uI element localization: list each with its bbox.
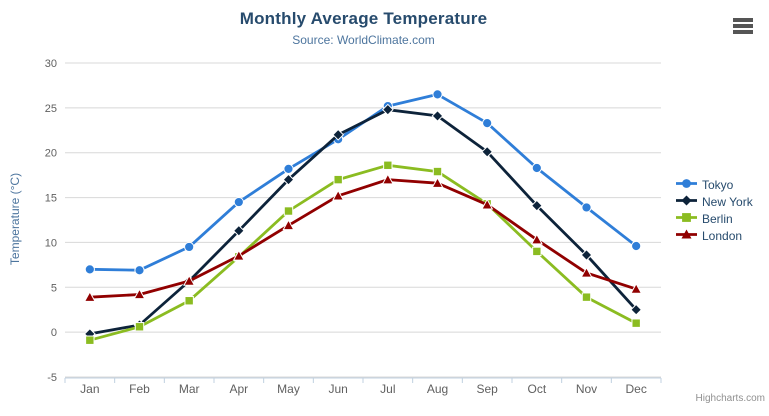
- data-point-marker: [283, 206, 294, 216]
- data-point-marker: [84, 264, 95, 275]
- london-line-marker-icon: [676, 228, 697, 244]
- data-point-marker: [530, 199, 543, 212]
- series-line: [88, 178, 638, 299]
- data-point-marker: [432, 89, 443, 100]
- data-point-marker: [581, 202, 592, 213]
- x-axis-label: Jun: [328, 382, 347, 396]
- x-axis-label: Feb: [129, 382, 150, 396]
- data-point-marker: [381, 173, 394, 185]
- data-point-marker: [333, 174, 343, 185]
- data-point-marker: [184, 296, 194, 306]
- data-point-marker: [83, 290, 96, 302]
- series-london: [83, 173, 643, 302]
- y-axis-label: 30: [45, 58, 57, 70]
- data-point-marker: [332, 128, 345, 141]
- data-point-marker: [383, 160, 393, 170]
- berlin-line-marker-icon: [676, 211, 697, 227]
- data-point-marker: [381, 103, 394, 116]
- legend-label: Tokyo: [702, 177, 734, 192]
- x-axis-label: Apr: [229, 382, 248, 396]
- legend-item-new-york[interactable]: New York: [676, 193, 753, 210]
- data-point-marker: [332, 189, 345, 201]
- y-axis-label: 25: [45, 103, 57, 115]
- y-axis-label: 10: [45, 237, 57, 249]
- y-axis-label: 20: [45, 148, 57, 160]
- x-axis-label: Oct: [527, 382, 546, 396]
- y-axis-label: 0: [51, 327, 57, 339]
- x-axis-label: Mar: [179, 382, 200, 396]
- x-axis-label: Jul: [380, 382, 395, 396]
- chart-subtitle: Source: WorldClimate.com: [292, 33, 435, 47]
- data-point-marker: [282, 173, 295, 186]
- chart-context-menu-button[interactable]: [731, 17, 757, 39]
- y-axis-title: Temperature (°C): [8, 172, 22, 266]
- x-axis-label: Aug: [427, 382, 448, 396]
- data-point-marker: [531, 162, 542, 174]
- x-axis-label: Jan: [80, 382, 99, 396]
- data-point-marker: [183, 274, 196, 286]
- data-point-marker: [630, 282, 643, 294]
- x-axis-label: May: [277, 382, 300, 396]
- data-point-marker: [134, 322, 145, 332]
- data-point-marker: [581, 292, 592, 302]
- series-tokyo: [84, 89, 642, 276]
- chart-title: Monthly Average Temperature: [239, 9, 488, 28]
- data-point-marker: [282, 219, 295, 231]
- legend-label: London: [702, 228, 743, 243]
- data-point-marker: [530, 233, 543, 245]
- data-point-marker: [580, 249, 593, 261]
- data-point-marker: [133, 288, 146, 300]
- data-point-marker: [232, 249, 245, 261]
- y-axis-label: 5: [51, 282, 57, 294]
- data-point-marker: [431, 110, 444, 122]
- data-point-marker: [631, 240, 642, 252]
- x-axis-label: Nov: [576, 382, 597, 396]
- legend-item-london[interactable]: London: [676, 227, 753, 244]
- data-point-marker: [233, 196, 244, 208]
- data-point-marker: [283, 163, 294, 174]
- data-point-marker: [580, 266, 593, 278]
- data-point-marker: [432, 166, 443, 177]
- legend-label: New York: [702, 194, 753, 209]
- data-point-marker: [134, 265, 145, 276]
- series-line: [88, 108, 638, 336]
- highcharts-credits-link[interactable]: Highcharts.com: [695, 393, 765, 404]
- data-point-marker: [184, 241, 195, 253]
- data-point-marker: [481, 198, 494, 210]
- legend-item-tokyo[interactable]: Tokyo: [676, 176, 753, 193]
- tokyo-line-marker-icon: [676, 177, 697, 193]
- data-point-marker: [481, 145, 494, 158]
- data-point-marker: [232, 224, 245, 237]
- legend: Tokyo New York Berlin London: [676, 176, 753, 244]
- hamburger-menu-icon: [732, 18, 756, 34]
- x-axis-label: Sep: [476, 382, 498, 396]
- x-axis-label: Dec: [625, 382, 646, 396]
- series-new-york: [83, 103, 643, 340]
- data-point-marker: [482, 118, 493, 129]
- series-line: [88, 163, 638, 342]
- data-point-marker: [630, 303, 643, 316]
- data-point-marker: [431, 176, 444, 188]
- data-point-marker: [85, 335, 95, 345]
- y-axis-label: -5: [47, 372, 57, 384]
- legend-label: Berlin: [702, 211, 733, 226]
- data-point-marker: [631, 318, 641, 328]
- data-point-marker: [532, 246, 542, 257]
- y-axis-label: 15: [45, 193, 57, 205]
- new-york-line-marker-icon: [676, 194, 697, 210]
- legend-item-berlin[interactable]: Berlin: [676, 210, 753, 227]
